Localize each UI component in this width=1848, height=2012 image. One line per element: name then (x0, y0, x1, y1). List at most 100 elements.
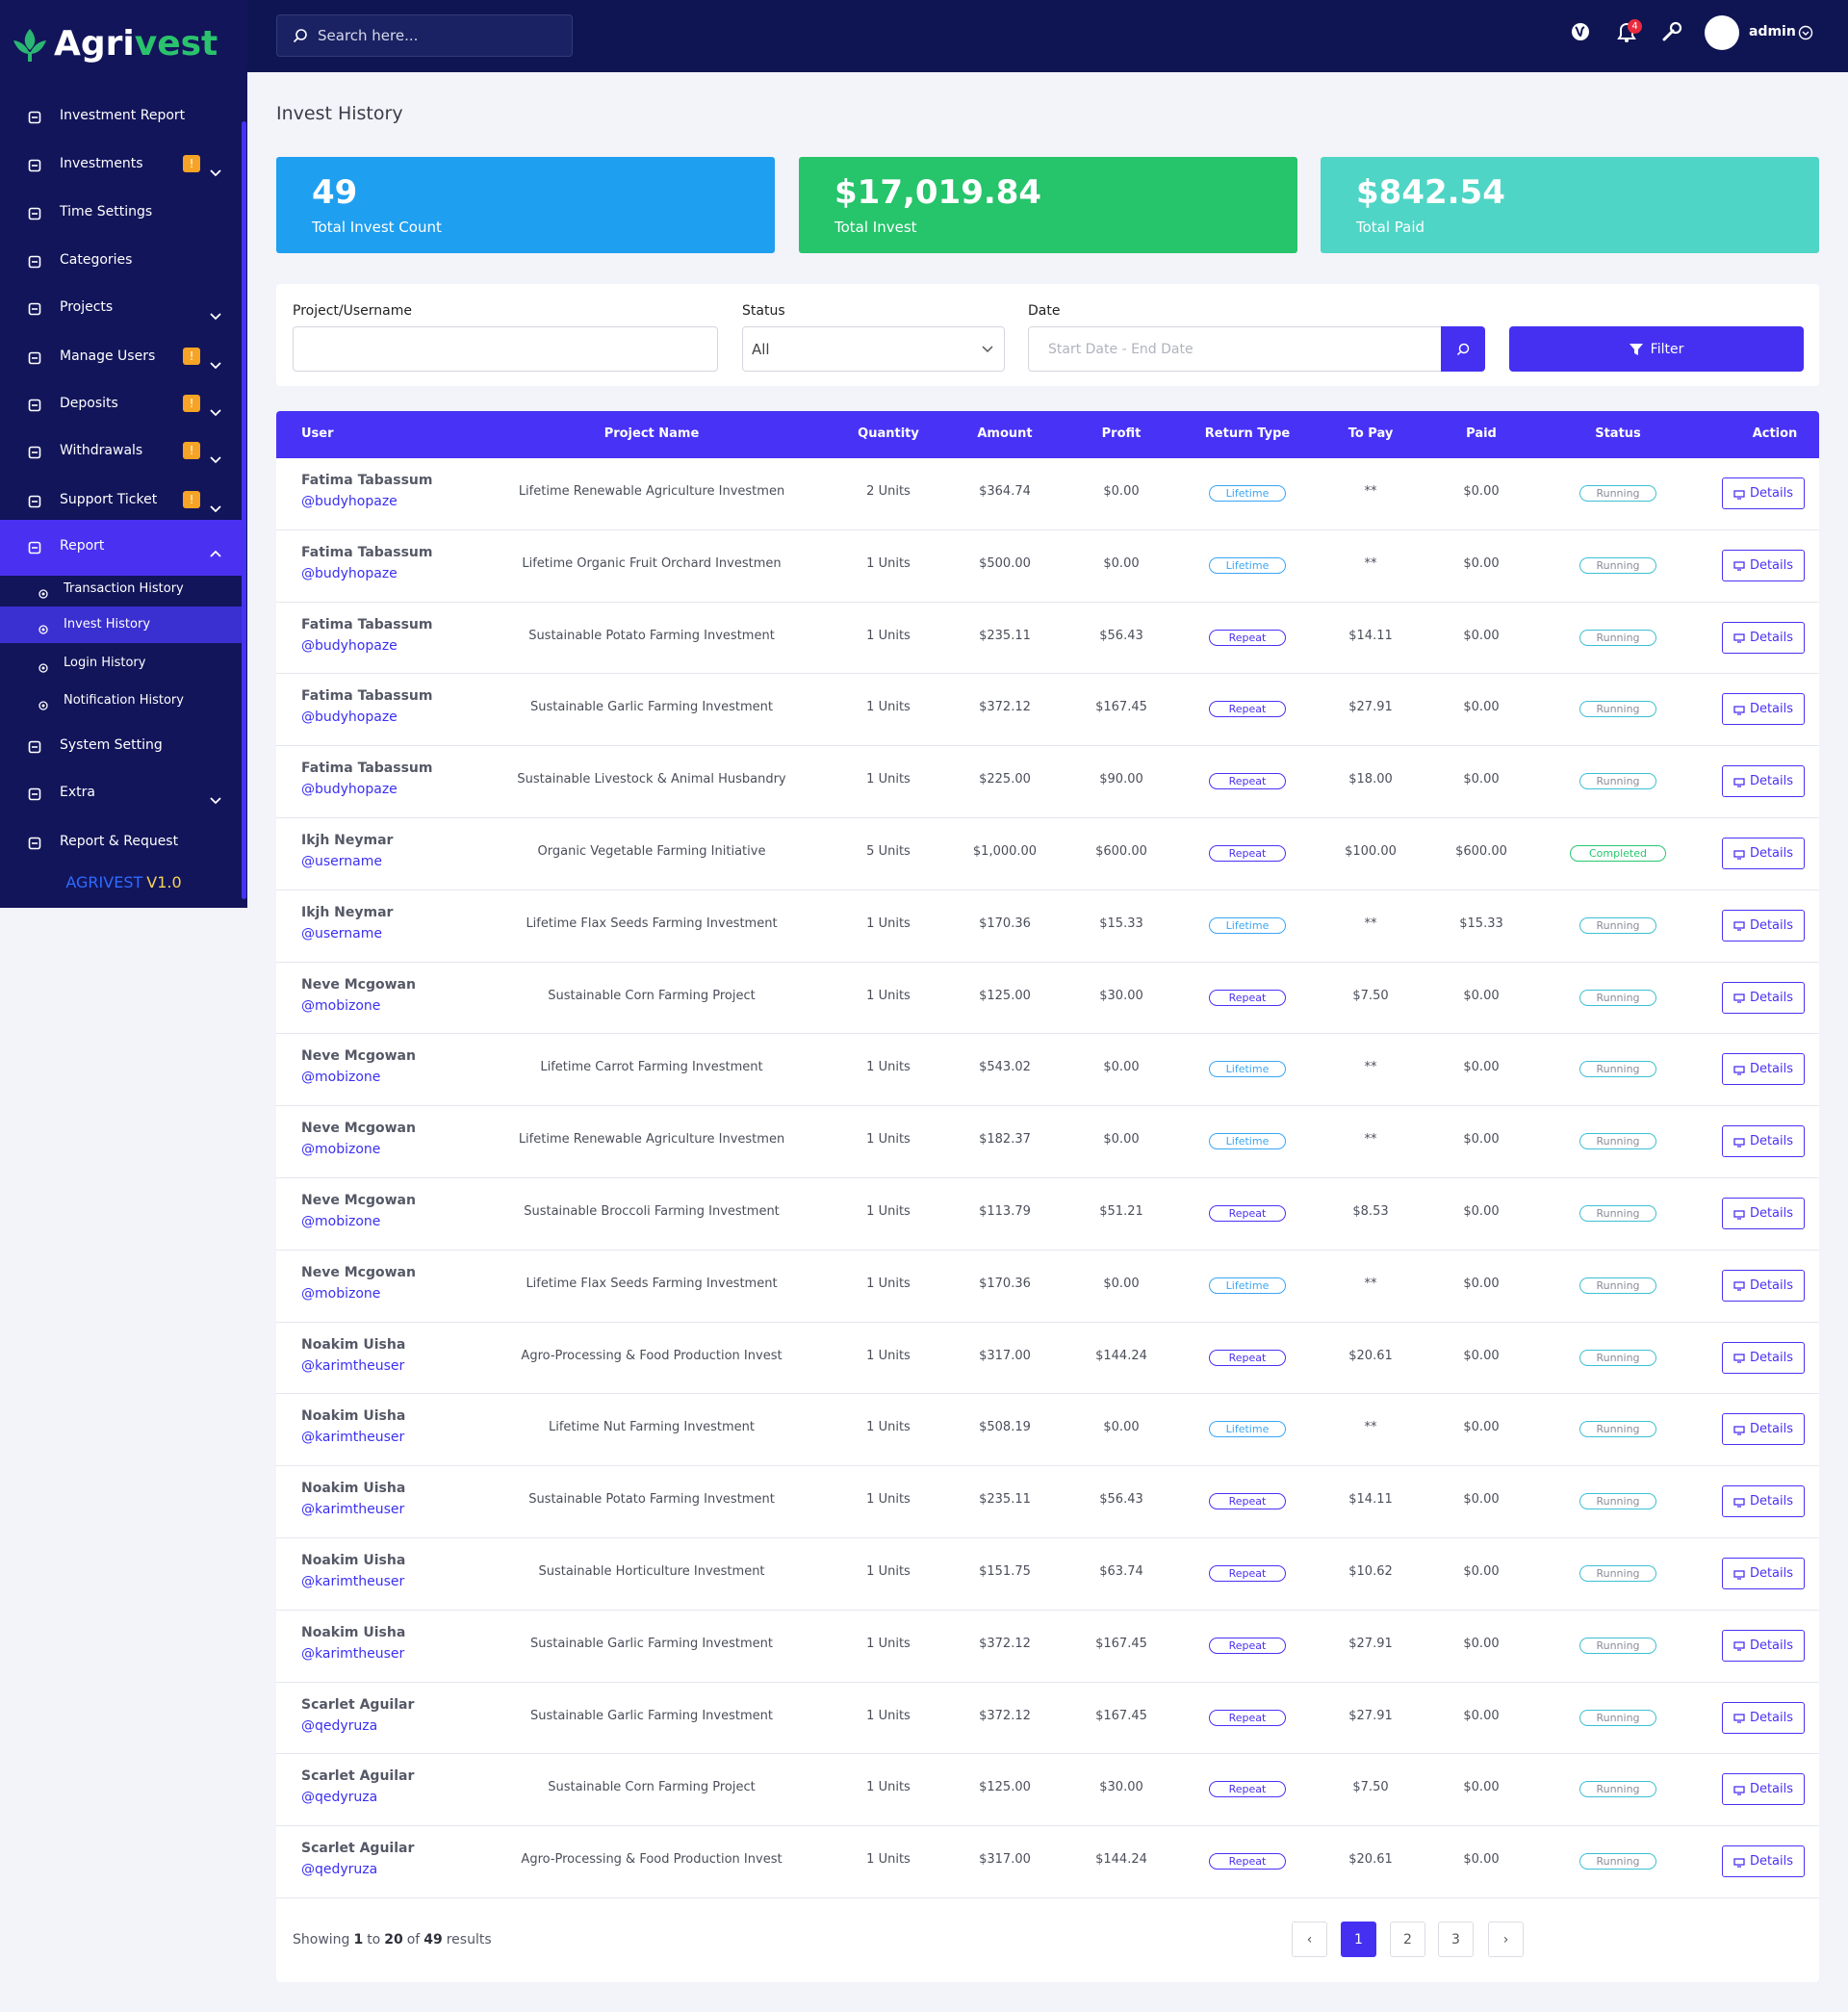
return-type: Lifetime (1209, 556, 1286, 574)
nav-item[interactable]: Deposits! (0, 377, 242, 431)
nav-subicon (38, 658, 48, 673)
nav-item[interactable]: Extra (0, 769, 242, 817)
results-text: to (367, 1932, 381, 1948)
details-button[interactable]: Details (1722, 1629, 1805, 1662)
profit: $144.24 (1095, 1852, 1147, 1868)
page-button[interactable]: ‹ (1292, 1922, 1327, 1957)
user-name: Scarlet Aguilar (301, 1841, 415, 1857)
return-type: Repeat (1209, 629, 1286, 646)
details-button[interactable]: Details (1722, 693, 1805, 726)
stat-value: 49 (312, 173, 358, 212)
nav-item[interactable]: Report (0, 520, 242, 576)
user-menu-icon[interactable] (1798, 25, 1813, 40)
nav-item[interactable]: Projects (0, 281, 242, 335)
details-label: Details (1749, 557, 1794, 573)
results-text: results (446, 1932, 492, 1948)
status: Running (1579, 556, 1656, 574)
date-search-button[interactable] (1441, 326, 1485, 372)
status: Running (1579, 1349, 1656, 1366)
nav-item[interactable]: Investment Report (0, 90, 242, 143)
to-pay: ** (1364, 555, 1377, 571)
details-button[interactable]: Details (1722, 1269, 1805, 1302)
return-type: Repeat (1209, 1205, 1286, 1222)
search-box[interactable]: Search here... (276, 14, 573, 57)
details-button[interactable]: Details (1722, 1701, 1805, 1734)
to-pay: $8.53 (1352, 1204, 1389, 1219)
details-button[interactable]: Details (1722, 981, 1805, 1014)
user-handle: @mobizone (301, 997, 381, 1014)
paid: $0.00 (1463, 484, 1500, 499)
profit: $63.74 (1099, 1564, 1143, 1579)
details-button[interactable]: Details (1722, 838, 1805, 869)
nav-label: Investments (60, 156, 143, 171)
return-type: Lifetime (1209, 1421, 1286, 1438)
nav-subitem[interactable]: Transaction History (0, 571, 242, 607)
details-button[interactable]: Details (1722, 549, 1805, 581)
version-number: V1.0 (146, 873, 182, 891)
project-name: Sustainable Garlic Farming Investment (530, 700, 773, 715)
page-button[interactable]: 3 (1438, 1922, 1474, 1957)
paid: $0.00 (1463, 1276, 1500, 1291)
nav-item[interactable]: Categories (0, 234, 242, 288)
details-icon (1733, 1209, 1745, 1220)
details-button[interactable]: Details (1722, 477, 1805, 509)
nav-item[interactable]: Report & Request (0, 818, 242, 866)
quantity: 1 Units (866, 772, 911, 787)
return-type: Repeat (1209, 1493, 1286, 1510)
status: Running (1579, 629, 1656, 646)
details-button[interactable]: Details (1722, 1773, 1805, 1806)
details-button[interactable]: Details (1722, 1845, 1805, 1878)
nav-item[interactable]: Investments! (0, 138, 242, 192)
amount: $225.00 (979, 772, 1031, 787)
date-input[interactable]: Start Date - End Date (1028, 326, 1442, 372)
details-label: Details (1749, 1782, 1794, 1797)
details-button[interactable]: Details (1722, 621, 1805, 654)
nav-icon (28, 836, 41, 850)
user-name: Fatima Tabassum (301, 473, 433, 488)
profit: $0.00 (1103, 1420, 1140, 1435)
nav-item[interactable]: System Setting (0, 722, 242, 770)
details-button[interactable]: Details (1722, 909, 1805, 942)
nav-subitem[interactable]: Login History (0, 645, 242, 682)
status-select[interactable]: All (742, 326, 1005, 372)
details-button[interactable]: Details (1722, 1053, 1805, 1086)
settings-icon[interactable] (1661, 21, 1682, 42)
nav-item[interactable]: Time Settings (0, 186, 242, 240)
table-row: Scarlet Aguilar @qedyruza Sustainable Garl… (276, 1683, 1819, 1755)
page-button[interactable]: 2 (1390, 1922, 1425, 1957)
language-icon[interactable] (1570, 21, 1591, 42)
return-type: Repeat (1209, 1565, 1286, 1582)
amount: $113.79 (979, 1204, 1031, 1219)
nav-item[interactable]: Withdrawals! (0, 425, 242, 478)
nav-subitem[interactable]: Invest History (0, 606, 242, 643)
nav-icon (28, 254, 41, 269)
details-button[interactable]: Details (1722, 1341, 1805, 1374)
user-handle: @karimtheuser (301, 1645, 405, 1662)
nav-subicon (38, 696, 48, 710)
nav-item[interactable]: Manage Users! (0, 330, 242, 384)
details-button[interactable]: Details (1722, 1413, 1805, 1446)
amount: $372.12 (979, 1636, 1031, 1651)
avatar[interactable] (1705, 15, 1739, 50)
page-button[interactable]: 1 (1341, 1922, 1376, 1957)
details-button[interactable]: Details (1722, 1198, 1805, 1229)
details-icon (1733, 560, 1745, 571)
nav-subitem[interactable]: Notification History (0, 683, 242, 719)
details-label: Details (1749, 990, 1794, 1005)
table-row: Noakim Uisha @karimtheuser Lifetime Nut Fa… (276, 1394, 1819, 1467)
user-name[interactable]: admin (1749, 24, 1796, 39)
table-row: Fatima Tabassum @budyhopaze Sustainable Ga… (276, 674, 1819, 747)
project-input[interactable] (293, 326, 718, 372)
nav-item[interactable]: Support Ticket! (0, 474, 242, 528)
chevron (210, 499, 221, 513)
details-button[interactable]: Details (1722, 765, 1805, 798)
page-button[interactable]: › (1488, 1922, 1524, 1957)
nav-icon (28, 206, 41, 220)
details-button[interactable]: Details (1722, 1558, 1805, 1589)
user-handle: @username (301, 854, 382, 869)
results-text: Showing (293, 1932, 350, 1948)
details-button[interactable]: Details (1722, 1125, 1805, 1158)
details-button[interactable]: Details (1722, 1485, 1805, 1518)
filter-button[interactable]: Filter (1509, 326, 1804, 372)
